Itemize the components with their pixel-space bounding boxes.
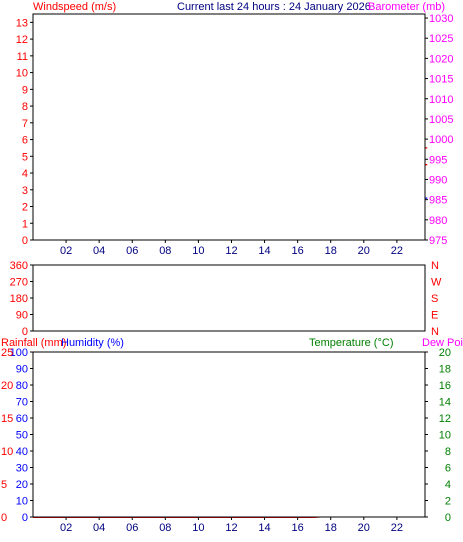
barometer-tick-label: 1005 xyxy=(429,114,453,126)
windspeed-tick-label: 7 xyxy=(22,118,28,130)
hour-tick-label: 20 xyxy=(358,522,370,534)
windspeed-tick-label: 2 xyxy=(22,202,28,214)
humidity-tick-label: 40 xyxy=(16,446,28,458)
hour-tick-label: 18 xyxy=(325,245,337,257)
temperature-tick-label: 16 xyxy=(439,380,451,392)
hour-tick-label: 08 xyxy=(159,522,171,534)
hour-tick-label: 12 xyxy=(225,522,237,534)
humidity-tick-label: 100 xyxy=(10,347,28,359)
axes-layer: 0123456789101112139759809859909951000100… xyxy=(1,13,453,534)
hour-tick-label: 14 xyxy=(258,245,270,257)
barometer-tick-label: 1010 xyxy=(429,94,453,106)
rainfall-tick-label: 0 xyxy=(1,512,7,524)
compass-tick-label: E xyxy=(431,310,438,322)
humidity-tick-label: 70 xyxy=(16,397,28,409)
temperature-tick-label: 2 xyxy=(445,496,451,508)
rainfall-tick-label: 15 xyxy=(1,413,13,425)
windspeed-tick-label: 4 xyxy=(22,168,28,180)
hour-tick-label: 08 xyxy=(159,245,171,257)
hour-tick-label: 02 xyxy=(60,522,72,534)
dewpoint-axis-title: Dew Point xyxy=(422,337,463,349)
temperature-tick-label: 14 xyxy=(439,397,451,409)
barometer-tick-label: 1000 xyxy=(429,134,453,146)
compass-tick-label: S xyxy=(431,293,438,305)
hour-tick-label: 10 xyxy=(192,522,204,534)
hour-tick-label: 14 xyxy=(258,522,270,534)
windspeed-tick-label: 9 xyxy=(22,84,28,96)
rainfall-tick-label: 20 xyxy=(1,380,13,392)
barometer-tick-label: 980 xyxy=(429,215,447,227)
windspeed-tick-label: 12 xyxy=(16,34,28,46)
temperature-tick-label: 10 xyxy=(439,430,451,442)
direction-degree-tick-label: 90 xyxy=(16,310,28,322)
humidity-tick-label: 30 xyxy=(16,463,28,475)
hour-tick-label: 02 xyxy=(60,245,72,257)
barometer-tick-label: 1015 xyxy=(429,74,453,86)
temperature-tick-label: 20 xyxy=(439,347,451,359)
humidity-tick-label: 90 xyxy=(16,364,28,376)
hour-tick-label: 06 xyxy=(126,522,138,534)
temperature-tick-label: 6 xyxy=(445,463,451,475)
rainfall-tick-label: 10 xyxy=(1,446,13,458)
humidity-tick-label: 60 xyxy=(16,413,28,425)
windspeed-tick-label: 0 xyxy=(22,235,28,247)
hour-tick-label: 04 xyxy=(93,522,105,534)
direction-degree-tick-label: 180 xyxy=(10,293,28,305)
windspeed-tick-label: 13 xyxy=(16,17,28,29)
barometer-tick-label: 1030 xyxy=(429,13,453,25)
humidity-tick-label: 20 xyxy=(16,479,28,491)
temp-humidity-plot-frame xyxy=(32,351,426,518)
direction-degree-tick-label: 270 xyxy=(10,277,28,289)
barometer-axis-title: Barometer (mb) xyxy=(368,1,445,13)
rainfall-tick-label: 25 xyxy=(1,347,13,359)
hour-tick-label: 12 xyxy=(225,245,237,257)
hour-tick-label: 22 xyxy=(391,245,403,257)
barometer-tick-label: 1025 xyxy=(429,33,453,45)
hour-tick-label: 16 xyxy=(292,522,304,534)
windspeed-tick-label: 1 xyxy=(22,218,28,230)
chart-title: Current last 24 hours : 24 January 2026 xyxy=(177,1,371,13)
humidity-tick-label: 80 xyxy=(16,380,28,392)
temperature-tick-label: 0 xyxy=(445,512,451,524)
windspeed-axis-title: Windspeed (m/s) xyxy=(33,1,116,13)
hour-tick-label: 06 xyxy=(126,245,138,257)
humidity-tick-label: 50 xyxy=(16,430,28,442)
windspeed-tick-label: 11 xyxy=(17,51,28,63)
barometer-tick-label: 985 xyxy=(429,195,447,207)
windspeed-tick-label: 6 xyxy=(22,135,28,147)
rainfall-tick-label: 5 xyxy=(1,479,7,491)
hour-tick-label: 16 xyxy=(292,245,304,257)
temperature-tick-label: 8 xyxy=(445,446,451,458)
windspeed-tick-label: 5 xyxy=(22,151,28,163)
temperature-tick-label: 4 xyxy=(445,479,451,491)
hour-tick-label: 18 xyxy=(325,522,337,534)
hour-tick-label: 22 xyxy=(391,522,403,534)
direction-degree-tick-label: 360 xyxy=(10,260,28,272)
windspeed-tick-label: 8 xyxy=(22,101,28,113)
compass-tick-label: N xyxy=(431,260,439,272)
hour-tick-label: 20 xyxy=(358,245,370,257)
hour-tick-label: 10 xyxy=(192,245,204,257)
rainfall-axis-title: Rainfall (mm) xyxy=(1,337,66,349)
compass-tick-label: W xyxy=(431,277,442,289)
temperature-tick-label: 12 xyxy=(439,413,451,425)
windspeed-tick-label: 10 xyxy=(16,68,28,80)
temperature-tick-label: 18 xyxy=(439,364,451,376)
windspeed-tick-label: 3 xyxy=(22,185,28,197)
barometer-tick-label: 1020 xyxy=(429,53,453,65)
barometer-tick-label: 995 xyxy=(429,154,447,166)
humidity-tick-label: 0 xyxy=(22,512,28,524)
barometer-tick-label: 990 xyxy=(429,174,447,186)
hour-tick-label: 04 xyxy=(93,245,105,257)
wind-direction-plot-frame xyxy=(32,264,426,332)
barometer-tick-label: 975 xyxy=(429,235,447,247)
humidity-tick-label: 10 xyxy=(16,496,28,508)
compass-tick-label: N xyxy=(431,326,439,338)
direction-degree-tick-label: 0 xyxy=(22,326,28,338)
wind-baro-plot-frame xyxy=(32,13,426,241)
temperature-axis-title: Temperature (°C) xyxy=(309,337,393,349)
humidity-axis-title: Humidity (%) xyxy=(61,337,124,349)
